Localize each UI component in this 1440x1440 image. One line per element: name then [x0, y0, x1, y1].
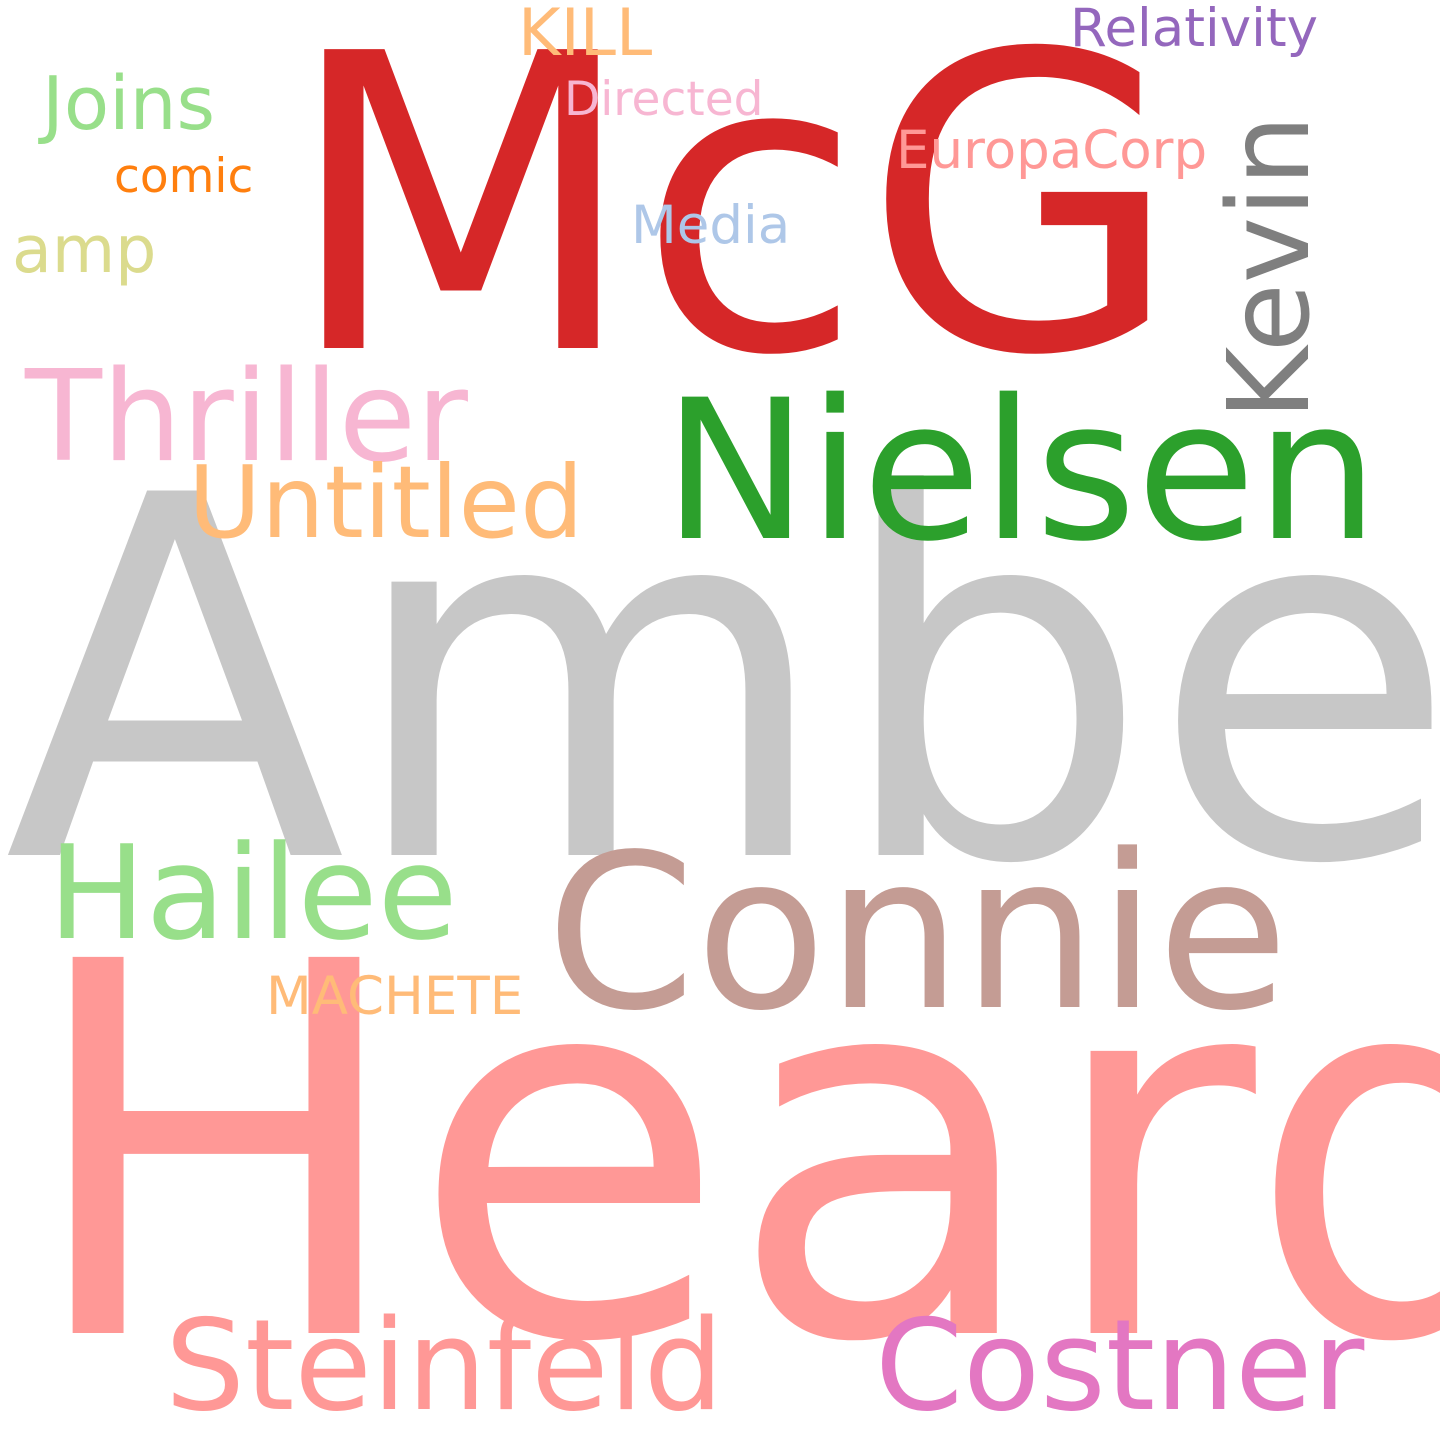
- word-machete: MACHETE: [266, 966, 524, 1027]
- word-comic: comic: [114, 149, 254, 204]
- word-kill: KILL: [518, 0, 653, 71]
- word-untitled: Untitled: [188, 444, 584, 561]
- word-amp: amp: [12, 213, 157, 288]
- word-costner: Costner: [875, 1292, 1365, 1439]
- word-thriller: Thriller: [25, 343, 468, 490]
- word-heard: Heard: [22, 854, 1440, 1440]
- word-joins: Joins: [42, 61, 216, 147]
- word-amber: Amber: [4, 391, 1440, 973]
- word-steinfeld: Steinfeld: [165, 1292, 724, 1439]
- word-relativity: Relativity: [1070, 0, 1318, 59]
- word-hailee: Hailee: [48, 817, 458, 969]
- word-connie: Connie: [546, 809, 1289, 1058]
- word-nielsen: Nielsen: [663, 358, 1379, 584]
- word-europacorp: EuropaCorp: [896, 120, 1208, 181]
- word-mcg: McG: [284, 0, 1181, 445]
- word-media: Media: [631, 195, 791, 256]
- word-kevin: Kevin: [1205, 114, 1335, 420]
- word-directed: Directed: [564, 72, 764, 127]
